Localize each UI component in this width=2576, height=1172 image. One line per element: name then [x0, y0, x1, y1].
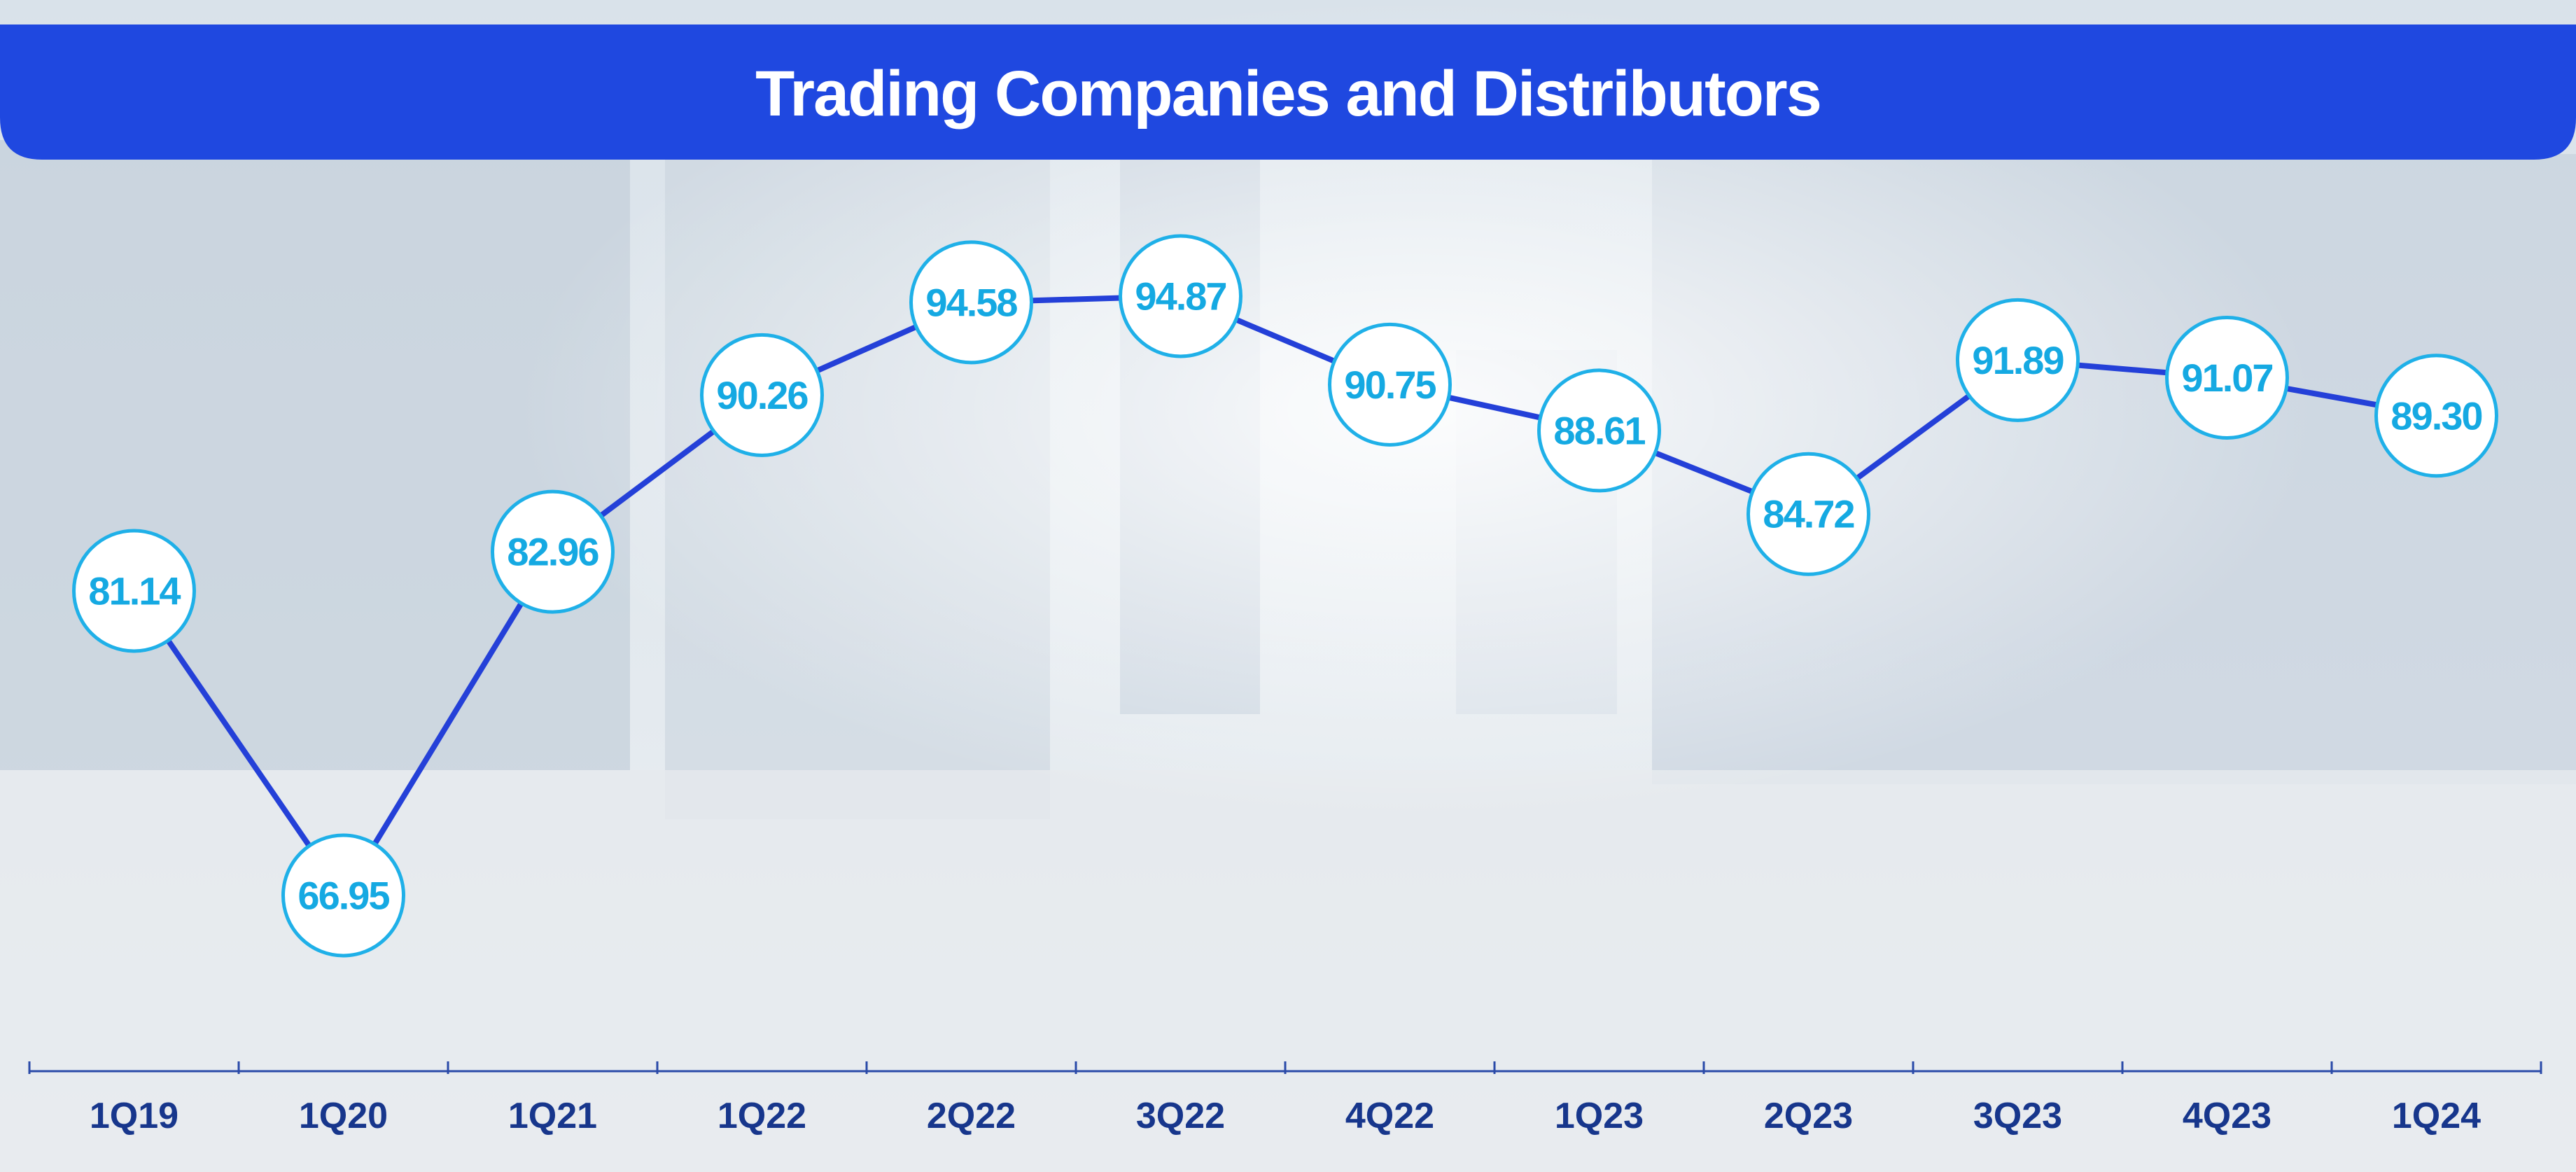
- x-tick-label: 3Q22: [1136, 1096, 1225, 1136]
- value-label: 88.61: [1553, 408, 1645, 452]
- value-label: 89.30: [2390, 393, 2482, 438]
- marker: [1746, 452, 1870, 576]
- value-label: 94.58: [925, 280, 1017, 324]
- x-tick-label: 1Q22: [718, 1096, 806, 1136]
- value-label: 94.87: [1135, 274, 1226, 319]
- value-label: 82.96: [507, 530, 598, 574]
- x-tick-label: 2Q23: [1764, 1096, 1853, 1136]
- value-label: 91.89: [1972, 338, 2064, 382]
- x-tick-label: 1Q21: [508, 1096, 597, 1136]
- marker: [491, 489, 615, 614]
- x-tick-label: 1Q23: [1555, 1096, 1644, 1136]
- marker: [909, 240, 1033, 365]
- marker: [1328, 322, 1452, 447]
- marker: [1119, 234, 1242, 358]
- title-bar: [0, 25, 2576, 160]
- x-tick-label: 4Q23: [2183, 1096, 2272, 1136]
- data-point: 66.95: [281, 833, 405, 958]
- value-label: 90.75: [1344, 363, 1436, 407]
- marker: [72, 529, 196, 653]
- value-label: 84.72: [1763, 492, 1854, 536]
- data-point: 82.96: [491, 489, 615, 614]
- data-point: 89.30: [2374, 354, 2498, 478]
- marker: [1956, 298, 2080, 422]
- data-point: 94.58: [909, 240, 1033, 365]
- x-tick-label: 1Q24: [2392, 1096, 2481, 1136]
- data-point: 90.26: [700, 333, 824, 457]
- data-point: 94.87: [1119, 234, 1242, 358]
- value-label: 91.07: [2181, 356, 2272, 400]
- data-point: 91.89: [1956, 298, 2080, 422]
- value-label: 66.95: [298, 874, 389, 918]
- x-tick-label: 1Q20: [299, 1096, 388, 1136]
- data-point: 91.07: [2165, 316, 2289, 440]
- data-point: 88.61: [1537, 368, 1661, 493]
- x-tick-label: 3Q23: [1973, 1096, 2062, 1136]
- chart-title: Trading Companies and Distributors: [755, 58, 1821, 130]
- x-tick-label: 4Q22: [1345, 1096, 1434, 1136]
- x-tick-label: 2Q22: [927, 1096, 1016, 1136]
- marker: [2374, 354, 2498, 478]
- marker: [281, 833, 405, 958]
- marker: [1537, 368, 1661, 493]
- value-label: 90.26: [716, 373, 808, 417]
- data-point: 81.14: [72, 529, 196, 653]
- data-point: 84.72: [1746, 452, 1870, 576]
- value-label: 81.14: [88, 568, 181, 613]
- data-point: 90.75: [1328, 322, 1452, 447]
- x-tick-label: 1Q19: [90, 1096, 178, 1136]
- marker: [700, 333, 824, 457]
- marker: [2165, 316, 2289, 440]
